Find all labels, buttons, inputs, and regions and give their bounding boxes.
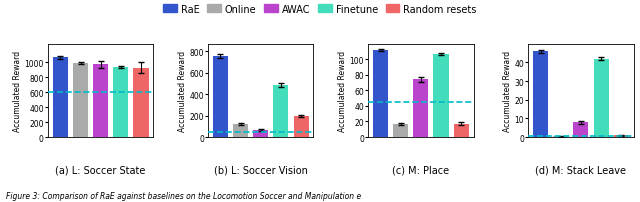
Y-axis label: Accumulated Reward: Accumulated Reward bbox=[338, 50, 347, 131]
Bar bbox=[393, 124, 408, 137]
Bar bbox=[373, 51, 388, 137]
Bar bbox=[433, 55, 449, 137]
Bar bbox=[133, 68, 148, 137]
Bar bbox=[573, 122, 589, 137]
Bar bbox=[213, 57, 228, 137]
Bar bbox=[614, 136, 629, 137]
Bar bbox=[533, 52, 548, 137]
Title: (c) M: Place: (c) M: Place bbox=[392, 165, 449, 175]
Bar bbox=[294, 117, 308, 137]
Y-axis label: Accumulated Reward: Accumulated Reward bbox=[13, 50, 22, 131]
Bar bbox=[413, 80, 428, 137]
Bar bbox=[253, 130, 268, 137]
Bar bbox=[93, 65, 108, 137]
Bar bbox=[233, 125, 248, 137]
Title: (d) M: Stack Leave: (d) M: Stack Leave bbox=[536, 165, 627, 175]
Legend: RaE, Online, AWAC, Finetune, Random resets: RaE, Online, AWAC, Finetune, Random rese… bbox=[159, 1, 481, 19]
Title: (a) L: Soccer State: (a) L: Soccer State bbox=[56, 165, 146, 175]
Bar bbox=[73, 64, 88, 137]
Bar bbox=[273, 86, 289, 137]
Bar bbox=[593, 59, 609, 137]
Y-axis label: Accumulated Reward: Accumulated Reward bbox=[177, 50, 186, 131]
Bar bbox=[454, 124, 468, 137]
Title: (b) L: Soccer Vision: (b) L: Soccer Vision bbox=[214, 165, 308, 175]
Bar bbox=[113, 67, 129, 137]
Bar bbox=[52, 58, 68, 137]
Text: Figure 3: Comparison of RaE against baselines on the Locomotion Soccer and Manip: Figure 3: Comparison of RaE against base… bbox=[6, 191, 362, 200]
Y-axis label: Accumulated Reward: Accumulated Reward bbox=[502, 50, 511, 131]
